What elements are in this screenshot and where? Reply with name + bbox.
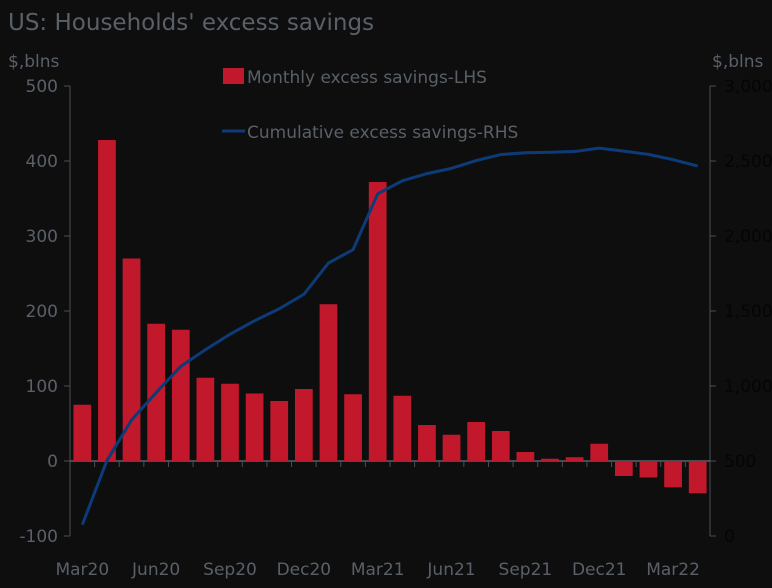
right-tick-label: 1,000 <box>724 377 772 397</box>
bar <box>270 401 289 461</box>
bar <box>245 393 264 461</box>
x-tick-label: Mar22 <box>646 560 700 580</box>
left-tick-label: -100 <box>19 527 58 547</box>
left-tick-label: 500 <box>26 77 58 97</box>
left-tick-label: 100 <box>26 377 58 397</box>
bar <box>122 258 141 461</box>
bar <box>393 395 412 461</box>
chart-title: US: Households' excess savings <box>8 10 374 36</box>
legend-line-label: Cumulative excess savings-RHS <box>247 123 518 143</box>
cumulative-line <box>80 146 699 526</box>
left-axis-unit: $,blns <box>8 52 60 72</box>
bar <box>565 457 584 461</box>
bar <box>418 425 436 461</box>
bar <box>319 304 338 461</box>
bar <box>344 394 362 461</box>
bar <box>73 404 92 461</box>
left-tick-label: 300 <box>26 227 58 247</box>
bar <box>639 461 658 478</box>
x-tick-label: Dec21 <box>572 560 627 580</box>
x-tick-label: Dec20 <box>277 560 332 580</box>
legend: Monthly excess savings-LHS Cumulative ex… <box>222 68 518 143</box>
right-tick-label: 1,500 <box>724 302 772 322</box>
bar <box>196 377 215 461</box>
x-tick-label: Sep21 <box>499 560 553 580</box>
bar <box>590 443 609 461</box>
left-tick-label: 0 <box>47 452 58 472</box>
x-tick-label: Jun21 <box>426 560 475 580</box>
bar <box>541 458 559 461</box>
right-tick-label: 2,000 <box>724 227 772 247</box>
legend-bar-label: Monthly excess savings-LHS <box>247 68 487 88</box>
bar <box>294 389 313 461</box>
left-tick-label: 200 <box>26 302 58 322</box>
bar <box>516 452 535 461</box>
bar <box>442 434 461 461</box>
bar <box>467 422 486 461</box>
right-tick-label: 2,500 <box>724 152 772 172</box>
bar <box>664 461 682 488</box>
bar <box>98 140 116 461</box>
x-tick-label: Mar21 <box>351 560 405 580</box>
right-tick-label: 500 <box>724 452 756 472</box>
legend-bar-swatch <box>223 68 244 84</box>
left-tick-label: 400 <box>26 152 58 172</box>
bar <box>614 461 633 476</box>
right-tick-label: 3,000 <box>724 77 772 97</box>
right-tick-label: 0 <box>724 527 735 547</box>
x-tick-label: Mar20 <box>55 560 109 580</box>
x-tick-label: Jun20 <box>131 560 180 580</box>
x-tick-label: Sep20 <box>203 560 257 580</box>
bar <box>688 461 707 494</box>
bar <box>491 431 510 461</box>
right-axis-unit: $,blns <box>712 52 764 72</box>
bar <box>368 182 387 461</box>
bar <box>221 383 239 461</box>
bar <box>171 329 190 461</box>
